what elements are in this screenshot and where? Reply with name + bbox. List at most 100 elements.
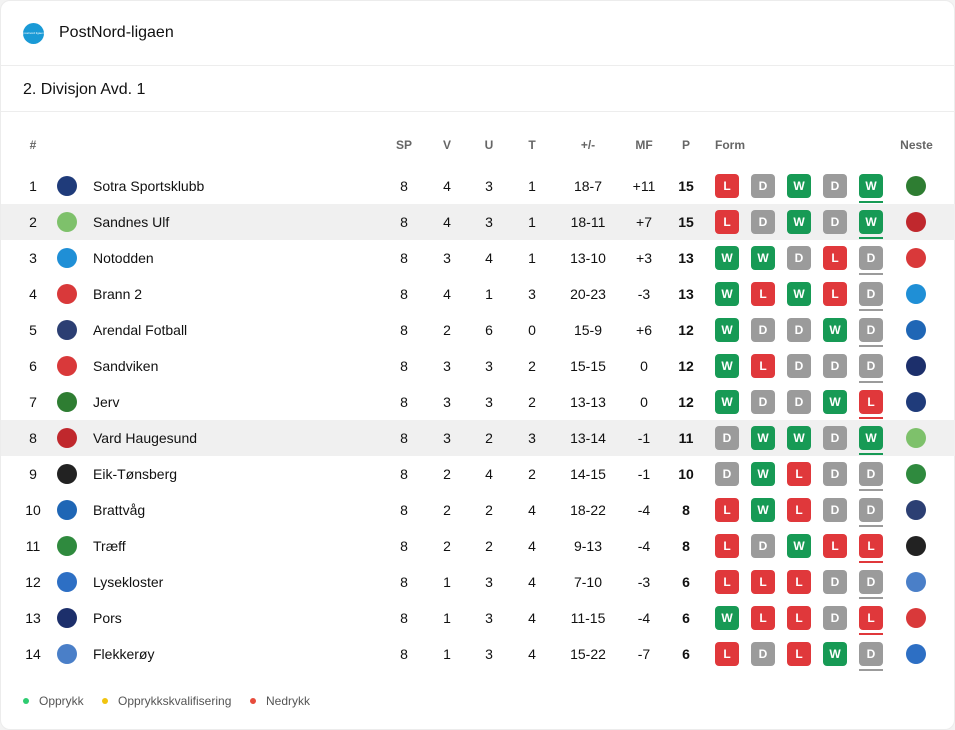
form-badge[interactable]: W	[715, 606, 739, 630]
form-badge[interactable]: W	[787, 534, 811, 558]
form-badge[interactable]: L	[715, 534, 739, 558]
form-badge[interactable]: W	[859, 174, 883, 203]
form-badge[interactable]: L	[787, 570, 811, 594]
form-badge[interactable]: D	[715, 462, 739, 486]
form-badge[interactable]: D	[751, 390, 775, 414]
form-badge[interactable]: L	[715, 642, 739, 666]
flekkeroy-crest-icon[interactable]	[906, 572, 926, 592]
team-name-link[interactable]: Sandnes Ulf	[93, 214, 170, 230]
form-badge[interactable]: W	[823, 318, 847, 342]
form-badge[interactable]: D	[859, 354, 883, 383]
table-row[interactable]: 14 Flekkerøy 8 1 3 4 15-22 -7 6 L D L W D	[1, 636, 955, 672]
sandnes-ulf-crest-icon[interactable]	[906, 428, 926, 448]
table-row[interactable]: 13 Pors 8 1 3 4 11-15 -4 6 W L L D L	[1, 600, 955, 636]
form-badge[interactable]: W	[787, 282, 811, 306]
form-badge[interactable]: W	[715, 282, 739, 306]
form-badge[interactable]: W	[751, 426, 775, 450]
form-badge[interactable]: D	[751, 174, 775, 198]
table-row[interactable]: 10 Brattvåg 8 2 2 4 18-22 -4 8 L W L D D	[1, 492, 955, 528]
form-badge[interactable]: D	[751, 534, 775, 558]
form-badge[interactable]: D	[823, 354, 847, 378]
form-badge[interactable]: W	[751, 462, 775, 486]
table-row[interactable]: 5 Arendal Fotball 8 2 6 0 15-9 +6 12 W D D W D	[1, 312, 955, 348]
table-row[interactable]: 8 Vard Haugesund 8 3 2 3 13-14 -1 11 D W W D W	[1, 420, 955, 456]
form-badge[interactable]: L	[751, 354, 775, 378]
form-badge[interactable]: L	[787, 606, 811, 630]
form-badge[interactable]: L	[859, 390, 883, 419]
form-badge[interactable]: W	[715, 318, 739, 342]
table-row[interactable]: 1 Sotra Sportsklubb 8 4 3 1 18-7 +11 15 L D W D W	[1, 168, 955, 204]
form-badge[interactable]: L	[859, 606, 883, 635]
team-name-link[interactable]: Lysekloster	[93, 574, 164, 590]
form-badge[interactable]: D	[859, 462, 883, 491]
form-badge[interactable]: L	[715, 174, 739, 198]
pors-crest-icon[interactable]	[906, 356, 926, 376]
form-badge[interactable]: D	[859, 570, 883, 599]
form-badge[interactable]: W	[715, 390, 739, 414]
form-badge[interactable]: L	[751, 606, 775, 630]
form-badge[interactable]: D	[859, 498, 883, 527]
form-badge[interactable]: D	[751, 642, 775, 666]
table-row[interactable]: 11 Træff 8 2 2 4 9-13 -4 8 L D W L L	[1, 528, 955, 564]
form-badge[interactable]: D	[787, 318, 811, 342]
form-badge[interactable]: D	[823, 210, 847, 234]
sandviken-crest-icon[interactable]	[906, 608, 926, 628]
form-badge[interactable]: D	[823, 462, 847, 486]
form-badge[interactable]: L	[823, 246, 847, 270]
form-badge[interactable]: W	[787, 426, 811, 450]
table-row[interactable]: 6 Sandviken 8 3 3 2 15-15 0 12 W L D D D	[1, 348, 955, 384]
form-badge[interactable]: L	[823, 534, 847, 558]
team-name-link[interactable]: Eik-Tønsberg	[93, 466, 178, 482]
form-badge[interactable]: D	[787, 390, 811, 414]
team-name-link[interactable]: Træff	[93, 538, 126, 554]
form-badge[interactable]: D	[859, 318, 883, 347]
form-badge[interactable]: L	[715, 570, 739, 594]
league-header[interactable]: postnord ligaen PostNord-ligaen	[1, 1, 955, 66]
form-badge[interactable]: D	[787, 354, 811, 378]
table-row[interactable]: 7 Jerv 8 3 3 2 13-13 0 12 W D D W L	[1, 384, 955, 420]
table-row[interactable]: 3 Notodden 8 3 4 1 13-10 +3 13 W W D L D	[1, 240, 955, 276]
team-name-link[interactable]: Jerv	[93, 394, 120, 410]
form-badge[interactable]: L	[787, 642, 811, 666]
sotra-crest-icon[interactable]	[906, 392, 926, 412]
form-badge[interactable]: W	[823, 642, 847, 666]
form-badge[interactable]: W	[859, 210, 883, 239]
team-name-link[interactable]: Sandviken	[93, 358, 159, 374]
brattvag-crest-icon[interactable]	[906, 320, 926, 340]
form-badge[interactable]: L	[787, 462, 811, 486]
table-row[interactable]: 2 Sandnes Ulf 8 4 3 1 18-11 +7 15 L D W D W	[1, 204, 955, 240]
form-badge[interactable]: D	[823, 570, 847, 594]
table-row[interactable]: 9 Eik-Tønsberg 8 2 4 2 14-15 -1 10 D W L D D	[1, 456, 955, 492]
table-row[interactable]: 4 Brann 2 8 4 1 3 20-23 -3 13 W L W L D	[1, 276, 955, 312]
form-badge[interactable]: L	[751, 570, 775, 594]
form-badge[interactable]: D	[859, 282, 883, 311]
lysekloster-crest-icon[interactable]	[906, 644, 926, 664]
team-name-link[interactable]: Brattvåg	[93, 502, 146, 518]
form-badge[interactable]: W	[787, 210, 811, 234]
form-badge[interactable]: D	[751, 210, 775, 234]
form-badge[interactable]: L	[859, 534, 883, 563]
jerv-crest-icon[interactable]	[906, 176, 926, 196]
form-badge[interactable]: D	[823, 174, 847, 198]
form-badge[interactable]: D	[859, 246, 883, 275]
vard-crest-icon[interactable]	[906, 212, 926, 232]
form-badge[interactable]: W	[787, 174, 811, 198]
form-badge[interactable]: D	[823, 426, 847, 450]
arendal-crest-icon[interactable]	[906, 500, 926, 520]
form-badge[interactable]: D	[859, 642, 883, 671]
team-name-link[interactable]: Arendal Fotball	[93, 322, 188, 338]
form-badge[interactable]: W	[823, 390, 847, 414]
notodden-crest-icon[interactable]	[906, 284, 926, 304]
form-badge[interactable]: W	[751, 498, 775, 522]
brann-crest-icon[interactable]	[906, 248, 926, 268]
form-badge[interactable]: L	[751, 282, 775, 306]
team-name-link[interactable]: Vard Haugesund	[93, 430, 198, 446]
table-row[interactable]: 12 Lysekloster 8 1 3 4 7-10 -3 6 L L L D D	[1, 564, 955, 600]
team-name-link[interactable]: Sotra Sportsklubb	[93, 178, 205, 194]
team-name-link[interactable]: Notodden	[93, 250, 154, 266]
form-badge[interactable]: D	[823, 498, 847, 522]
traeff-crest-icon[interactable]	[906, 464, 926, 484]
form-badge[interactable]: D	[823, 606, 847, 630]
form-badge[interactable]: W	[715, 246, 739, 270]
form-badge[interactable]: L	[823, 282, 847, 306]
